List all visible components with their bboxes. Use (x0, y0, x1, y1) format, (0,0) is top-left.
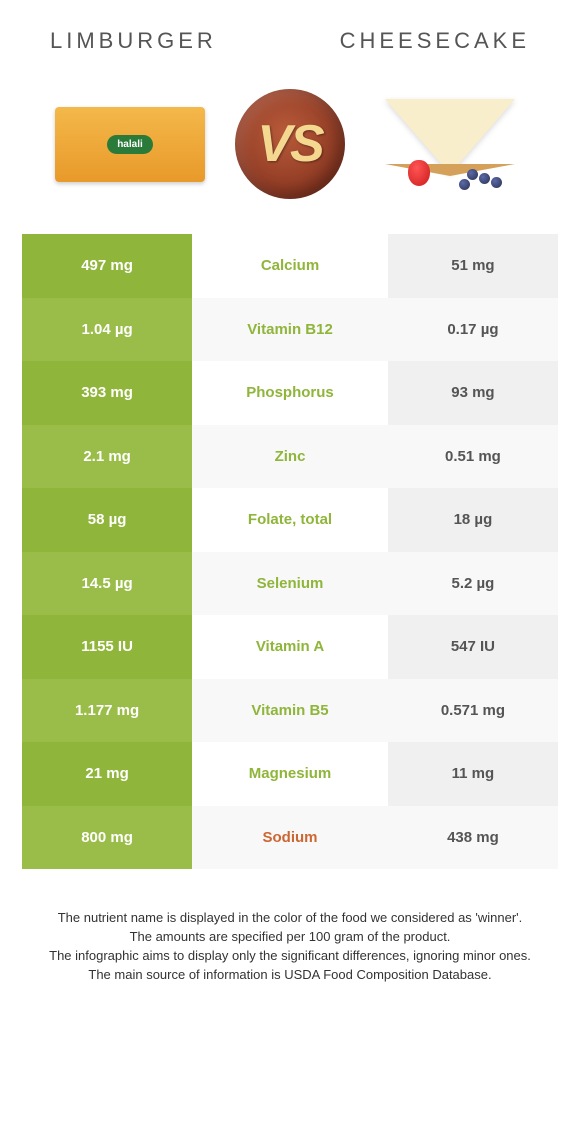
value-right: 0.51 mg (388, 425, 558, 489)
vs-badge: VS (235, 89, 345, 199)
table-row: 21 mgMagnesium11 mg (22, 742, 558, 806)
table-row: 2.1 mgZinc0.51 mg (22, 425, 558, 489)
nutrient-name: Sodium (192, 806, 388, 870)
value-left: 14.5 µg (22, 552, 192, 616)
value-left: 1.04 µg (22, 298, 192, 362)
value-right: 93 mg (388, 361, 558, 425)
footer-notes: The nutrient name is displayed in the co… (0, 869, 580, 1004)
footer-line: The nutrient name is displayed in the co… (28, 909, 552, 928)
vs-text: VS (257, 114, 322, 174)
table-row: 497 mgCalcium51 mg (22, 234, 558, 298)
value-right: 0.17 µg (388, 298, 558, 362)
nutrient-table: 497 mgCalcium51 mg1.04 µgVitamin B120.17… (22, 234, 558, 869)
table-row: 14.5 µgSelenium5.2 µg (22, 552, 558, 616)
value-right: 438 mg (388, 806, 558, 870)
value-left: 2.1 mg (22, 425, 192, 489)
nutrient-name: Magnesium (192, 742, 388, 806)
table-row: 800 mgSodium438 mg (22, 806, 558, 870)
nutrient-name: Selenium (192, 552, 388, 616)
footer-line: The infographic aims to display only the… (28, 947, 552, 966)
vs-section: halali VS (0, 64, 580, 234)
value-left: 58 µg (22, 488, 192, 552)
value-right: 51 mg (388, 234, 558, 298)
value-right: 0.571 mg (388, 679, 558, 743)
footer-line: The amounts are specified per 100 gram o… (28, 928, 552, 947)
value-left: 1155 IU (22, 615, 192, 679)
cheesecake-image (365, 84, 535, 204)
title-right: Cheesecake (340, 28, 530, 54)
nutrient-name: Zinc (192, 425, 388, 489)
value-left: 1.177 mg (22, 679, 192, 743)
value-left: 393 mg (22, 361, 192, 425)
table-row: 58 µgFolate, total18 µg (22, 488, 558, 552)
footer-line: The main source of information is USDA F… (28, 966, 552, 985)
value-right: 5.2 µg (388, 552, 558, 616)
nutrient-name: Vitamin B5 (192, 679, 388, 743)
nutrient-name: Vitamin A (192, 615, 388, 679)
table-row: 393 mgPhosphorus93 mg (22, 361, 558, 425)
table-row: 1.177 mgVitamin B50.571 mg (22, 679, 558, 743)
value-right: 11 mg (388, 742, 558, 806)
nutrient-name: Phosphorus (192, 361, 388, 425)
value-right: 547 IU (388, 615, 558, 679)
limburger-image: halali (45, 84, 215, 204)
table-row: 1155 IUVitamin A547 IU (22, 615, 558, 679)
value-right: 18 µg (388, 488, 558, 552)
value-left: 497 mg (22, 234, 192, 298)
nutrient-name: Calcium (192, 234, 388, 298)
table-row: 1.04 µgVitamin B120.17 µg (22, 298, 558, 362)
value-left: 800 mg (22, 806, 192, 870)
title-left: Limburger (50, 28, 217, 54)
value-left: 21 mg (22, 742, 192, 806)
header: Limburger Cheesecake (0, 0, 580, 64)
nutrient-name: Folate, total (192, 488, 388, 552)
nutrient-name: Vitamin B12 (192, 298, 388, 362)
